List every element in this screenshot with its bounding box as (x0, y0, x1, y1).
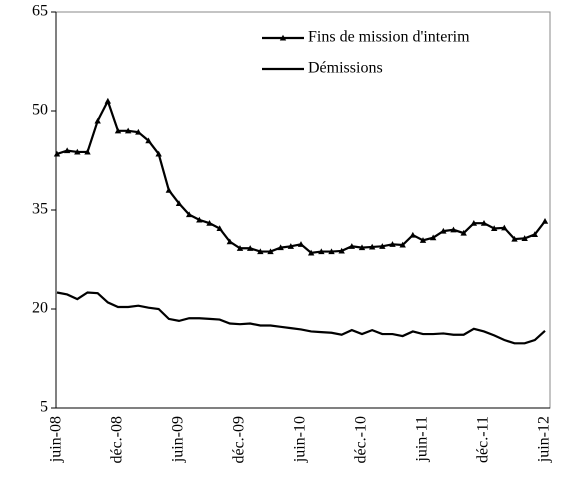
data-point (531, 231, 539, 237)
data-point (338, 247, 345, 254)
data-point (246, 245, 254, 251)
data-point (399, 241, 406, 248)
data-point (429, 234, 437, 241)
data-point (236, 245, 244, 251)
data-point (541, 218, 549, 224)
data-point (226, 238, 234, 245)
data-point (206, 220, 213, 226)
plot-frame (55, 11, 551, 409)
legend-label: Démissions (308, 60, 383, 77)
data-point (104, 97, 112, 104)
data-point (155, 150, 162, 157)
data-point (196, 216, 203, 223)
data-point (409, 231, 417, 238)
data-point (521, 235, 528, 241)
data-point (165, 187, 173, 193)
y-tick-label: 20 (32, 300, 48, 317)
data-point (368, 243, 376, 250)
data-point (318, 248, 325, 255)
data-point (501, 224, 508, 231)
data-point (460, 229, 467, 236)
data-point (257, 248, 264, 255)
data-point (63, 147, 71, 154)
data-point (440, 227, 447, 234)
x-tick-label: juin-12 (536, 416, 553, 463)
data-point (277, 244, 284, 251)
y-tick-label: 65 (32, 3, 48, 20)
y-tick-label: 5 (40, 399, 48, 416)
data-point (74, 148, 81, 155)
data-point (490, 225, 498, 232)
data-point (287, 243, 295, 249)
x-tick-label: juin-08 (48, 416, 65, 463)
data-point (328, 248, 335, 255)
x-tick-label: juin-10 (292, 416, 309, 463)
y-tick-label: 35 (32, 201, 48, 218)
series-line (56, 98, 546, 255)
legend-label: Fins de mission d'interim (308, 29, 470, 46)
series-line (56, 291, 546, 345)
data-point (185, 211, 193, 218)
data-point (419, 237, 427, 243)
data-point (511, 235, 518, 242)
data-point (307, 249, 315, 256)
data-point (135, 128, 142, 135)
x-tick-label: déc.-09 (231, 416, 248, 464)
x-tick-label: juin-09 (170, 416, 187, 463)
legend-marker (279, 34, 287, 41)
data-point (450, 226, 457, 233)
data-point (114, 127, 122, 134)
data-point (297, 241, 305, 247)
data-point (358, 244, 366, 251)
data-point (389, 241, 396, 247)
data-point (145, 137, 152, 144)
data-point (53, 150, 61, 157)
data-point (124, 127, 132, 134)
data-point (348, 243, 356, 249)
x-tick-label: juin-11 (414, 416, 431, 463)
data-point (94, 117, 101, 124)
data-point (84, 148, 91, 155)
y-tick-label: 50 (32, 102, 48, 119)
data-point (267, 248, 274, 255)
x-tick-label: déc.-11 (475, 416, 492, 463)
x-tick-label: déc.-10 (353, 416, 370, 464)
data-point (379, 243, 386, 249)
data-point (175, 200, 183, 206)
data-point (470, 220, 478, 226)
x-tick-label: déc.-08 (109, 416, 126, 464)
data-point (480, 220, 488, 226)
data-point (216, 225, 223, 232)
